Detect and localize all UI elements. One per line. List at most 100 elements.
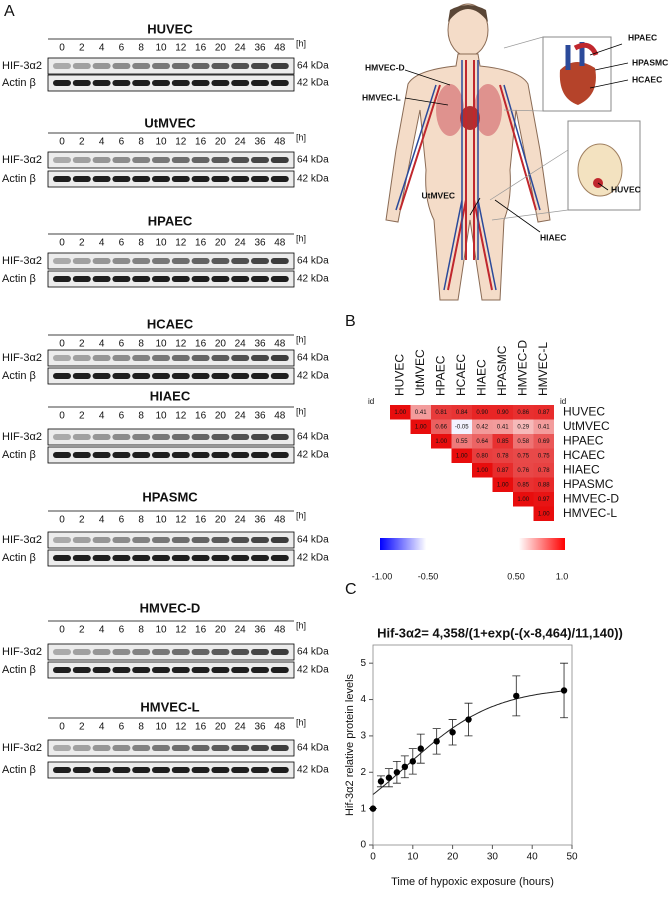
band [270,667,289,673]
blot-title: HUVEC [147,21,193,36]
x-tick-label: 0 [370,852,376,863]
band [270,157,289,163]
band [132,373,151,379]
cell-value: 1.00 [456,453,468,459]
band [270,63,289,69]
cell [492,405,513,420]
time-label: 20 [215,722,227,733]
time-label: 36 [254,411,266,422]
cell-value: 0.78 [497,453,509,459]
y-tick-label: 3 [360,731,366,742]
cell-value: 0.41 [415,410,427,416]
cell [451,448,472,463]
band [231,667,250,673]
row-label: Actin β [2,764,36,776]
scale-label: -1.00 [372,571,393,581]
band [191,157,210,163]
band [171,63,190,69]
cell [492,448,513,463]
band [251,434,269,440]
band [112,176,131,182]
cell-value: 0.80 [476,453,488,459]
band [132,434,151,440]
cell [472,405,493,420]
kda-label: 42 kDa [297,174,329,185]
time-label: 36 [254,238,266,249]
data-point [465,716,472,723]
row-label: HPASMC [563,477,614,491]
band [191,176,210,182]
band [92,767,111,773]
band [191,258,210,264]
band [251,373,269,379]
data-point [369,805,377,812]
band [191,355,210,361]
band [132,452,151,458]
band [132,537,151,543]
cell-value: 0.76 [517,468,529,474]
cell-value: 0.66 [435,424,447,430]
row-label: HIAEC [563,462,600,476]
data-point [433,738,440,745]
band [171,434,190,440]
time-label: 12 [175,515,187,526]
scale-label: -0.50 [418,571,439,581]
band [231,157,250,163]
band [231,555,250,561]
time-label: 12 [175,625,187,636]
band [152,258,170,264]
body-label: HPAEC [628,32,657,42]
band [92,434,111,440]
cell-value: 0.86 [517,410,529,416]
band [92,452,111,458]
row-label: HIF-3α2 [2,431,42,443]
cell-value: 1.00 [538,511,550,517]
column-label: HIAEC [474,359,488,396]
band [152,276,170,282]
band [72,355,91,361]
column-label: HPASMC [495,345,509,396]
blot-strip [47,151,295,169]
band [92,176,111,182]
cell-value: 1.00 [394,410,406,416]
time-label: 4 [99,411,105,422]
band [72,80,91,86]
band [152,537,170,543]
scale-label: 1.0 [556,571,569,581]
band [251,63,269,69]
time-label: 6 [119,339,125,350]
band [270,767,289,773]
time-label: 24 [235,411,247,422]
cell [431,434,452,449]
time-unit: [h] [296,406,306,416]
kda-label: 42 kDa [297,765,329,776]
data-point [385,774,393,781]
time-label: 12 [175,339,187,350]
band [191,452,210,458]
band [53,276,71,282]
band [270,745,289,751]
column-label: UtMVEC [413,349,427,396]
band [53,176,71,182]
band [211,176,230,182]
row-label: HIF-3α2 [2,154,42,166]
time-label: 20 [215,43,227,54]
cell-value: 0.85 [497,439,509,445]
band [132,80,151,86]
band [53,667,71,673]
band [112,276,131,282]
row-label: Actin β [2,173,36,185]
x-axis-label: Time of hypoxic exposure (hours) [391,876,554,888]
row-label: HMVEC-L [563,506,617,520]
time-label: 20 [215,238,227,249]
band [53,373,71,379]
cell-value: 0.69 [538,439,550,445]
scale-label: 0.50 [507,571,525,581]
time-label: 24 [235,515,247,526]
time-label: 20 [215,137,227,148]
x-tick-label: 50 [566,852,578,863]
cell-value: 0.55 [456,439,468,445]
band [251,767,269,773]
time-label: 10 [155,238,167,249]
